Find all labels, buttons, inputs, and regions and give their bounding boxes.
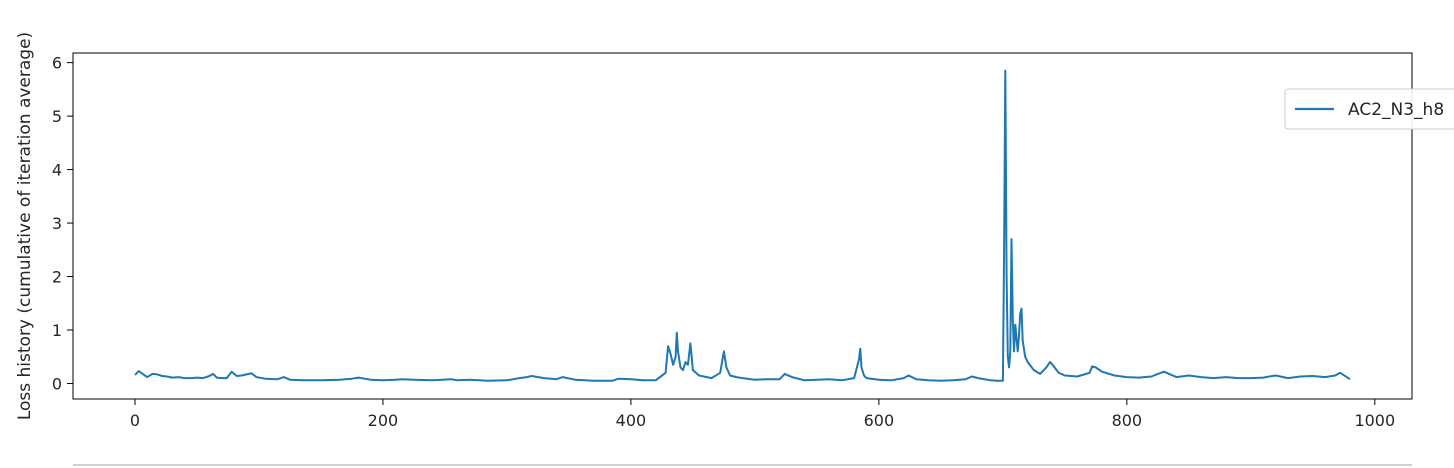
y-tick-label: 3 (52, 214, 62, 233)
y-tick-label: 2 (52, 268, 62, 287)
legend-box (1284, 88, 1454, 130)
x-tick-label: 800 (1112, 411, 1143, 430)
x-tick-label: 600 (864, 411, 895, 430)
legend: AC2_N3_h8 (1284, 88, 1454, 130)
x-tick-label: 200 (368, 411, 399, 430)
y-axis-label: Loss history (cumulative of iteration av… (15, 32, 35, 420)
y-tick-label: 0 (52, 374, 62, 393)
series-layer (134, 69, 1351, 382)
x-tick-label: 1000 (1354, 411, 1395, 430)
x-tick-label: 0 (130, 411, 140, 430)
y-tick-label: 6 (52, 54, 62, 73)
series-line-0 (134, 69, 1351, 382)
plot-frame (72, 52, 1413, 400)
y-tick-label: 1 (52, 321, 62, 340)
y-tick-label: 5 (52, 107, 62, 126)
x-tick-label: 400 (616, 411, 647, 430)
ticks-layer: 0 200 400 600 800 1000 0 1 2 3 4 5 6 (52, 54, 1395, 430)
legend-entry-label: AC2_N3_h8 (1348, 100, 1444, 120)
y-tick-label: 4 (52, 161, 62, 180)
